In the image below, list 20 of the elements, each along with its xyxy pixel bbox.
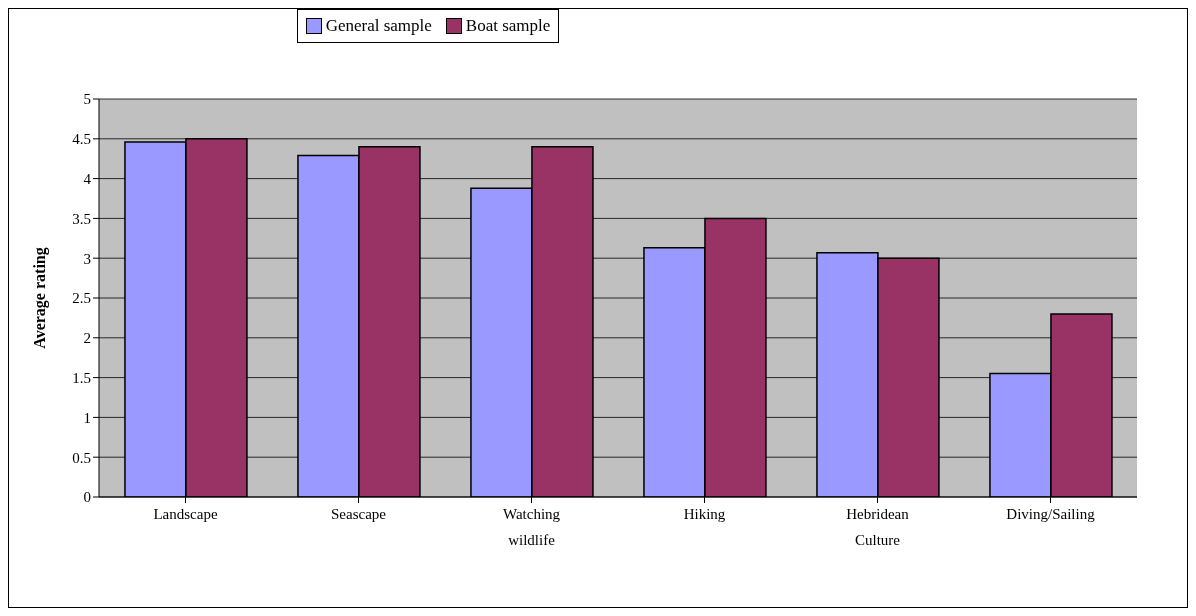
x-tick-label: Hebridean Culture: [846, 506, 910, 548]
y-tick-label: 0.5: [72, 449, 91, 466]
y-tick-label: 1.5: [72, 369, 91, 386]
y-tick-label: 5: [83, 91, 91, 108]
y-axis-title: Average rating: [30, 247, 49, 349]
y-tick-label: 0: [83, 489, 91, 506]
y-tick-label: 3.5: [72, 210, 91, 227]
y-tick-label: 1: [83, 409, 91, 426]
legend-label: General sample: [324, 16, 432, 36]
y-tick-label: 4.5: [72, 131, 91, 148]
y-tick-label: 2.5: [72, 290, 91, 307]
y-tick-label: 3: [83, 250, 91, 267]
legend-label: Boat sample: [464, 16, 551, 36]
x-tick-label: Landscape: [153, 506, 218, 522]
x-tick-label: Hiking: [683, 506, 726, 522]
y-tick-label: 2: [83, 330, 91, 347]
x-tick-label: Watching wildlife: [502, 506, 561, 548]
x-tick-label: Seascape: [331, 506, 387, 522]
x-tick-label: Diving/Sailing: [1006, 506, 1096, 522]
y-tick-label: 4: [83, 170, 92, 187]
